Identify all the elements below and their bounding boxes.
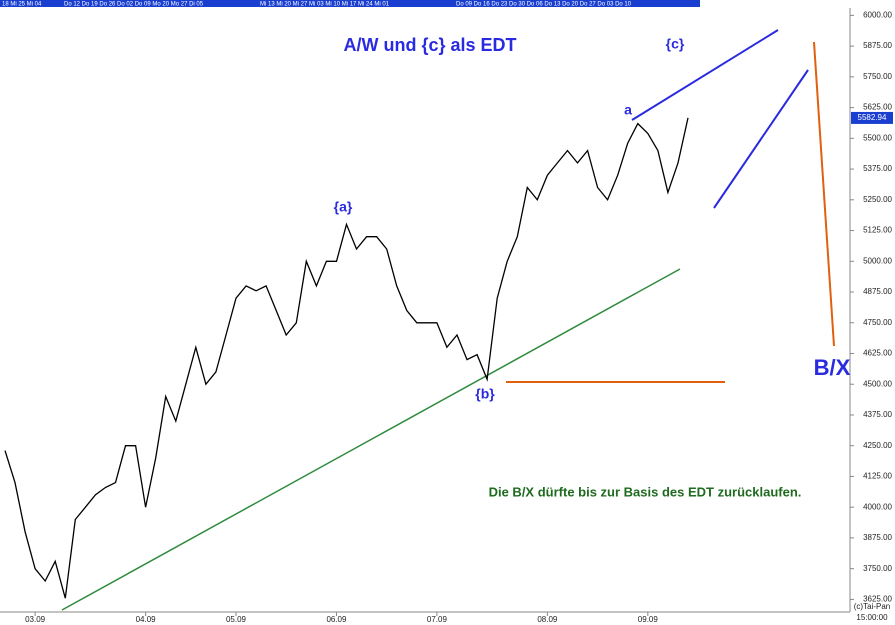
y-tick-label: 4000.00 — [863, 502, 892, 511]
bx-line — [813, 41, 835, 347]
note: Die B/X dürfte bis zur Basis des EDT zur… — [489, 484, 802, 499]
annotation: a — [624, 102, 632, 118]
annotation: {c} — [666, 36, 685, 52]
y-tick-label: 4625.00 — [863, 349, 892, 358]
x-tick-label: 03.09 — [25, 615, 46, 624]
date-strip — [0, 0, 700, 7]
y-tick-label: 3875.00 — [863, 533, 892, 542]
date-strip-text: Do 12 Do 19 Do 26 Do 02 Do 09 Mo 20 Mo 2… — [64, 2, 204, 8]
y-tick-label: 5750.00 — [863, 72, 892, 81]
y-tick-label: 5375.00 — [863, 164, 892, 173]
y-tick-label: 6000.00 — [863, 10, 892, 19]
y-tick-label: 4125.00 — [863, 472, 892, 481]
x-tick-label: 05.09 — [226, 615, 247, 624]
y-tick-label: 4500.00 — [863, 379, 892, 388]
y-tick-label: 4875.00 — [863, 287, 892, 296]
y-tick-label: 3625.00 — [863, 595, 892, 604]
x-tick-label: 09.09 — [638, 615, 659, 624]
y-tick-label: 5125.00 — [863, 226, 892, 235]
edt-line — [713, 69, 809, 209]
y-tick-label: 4750.00 — [863, 318, 892, 327]
annotation: B/X — [814, 355, 851, 380]
y-tick-label: 4375.00 — [863, 410, 892, 419]
date-strip-text: Do 09 Do 16 Do 23 Do 30 Do 06 Do 13 Do 2… — [456, 2, 632, 8]
y-tick-label: 5625.00 — [863, 103, 892, 112]
annotation: {b} — [475, 386, 495, 402]
x-tick-label: 06.09 — [326, 615, 347, 624]
last-price-box — [851, 111, 893, 124]
annotation: {a} — [334, 199, 353, 215]
x-tick-label: 04.09 — [136, 615, 157, 624]
y-tick-label: 5000.00 — [863, 256, 892, 265]
y-tick-label: 5500.00 — [863, 133, 892, 142]
edt-line — [631, 29, 779, 121]
y-tick-label: 5875.00 — [863, 41, 892, 50]
x-tick-label: 08.09 — [537, 615, 558, 624]
last-price-label: 5582.94 — [858, 113, 887, 122]
y-tick-label: 4250.00 — [863, 441, 892, 450]
copyright: (c)Tai-Pan — [854, 602, 890, 611]
y-tick-label: 5250.00 — [863, 195, 892, 204]
x-tick-label: 07.09 — [427, 615, 448, 624]
chart-title: A/W und {c} als EDT — [343, 35, 516, 55]
date-strip-text: 18 Mi 25 Mi 04 — [2, 2, 42, 8]
time-label: 15:00:00 — [856, 613, 888, 622]
date-strip-text: Mi 13 Mi 20 Mi 27 Mi 03 Mi 10 Mi 17 Mi 2… — [260, 2, 390, 8]
y-tick-label: 3750.00 — [863, 564, 892, 573]
trend-line — [61, 268, 681, 611]
price-line — [4, 117, 689, 599]
